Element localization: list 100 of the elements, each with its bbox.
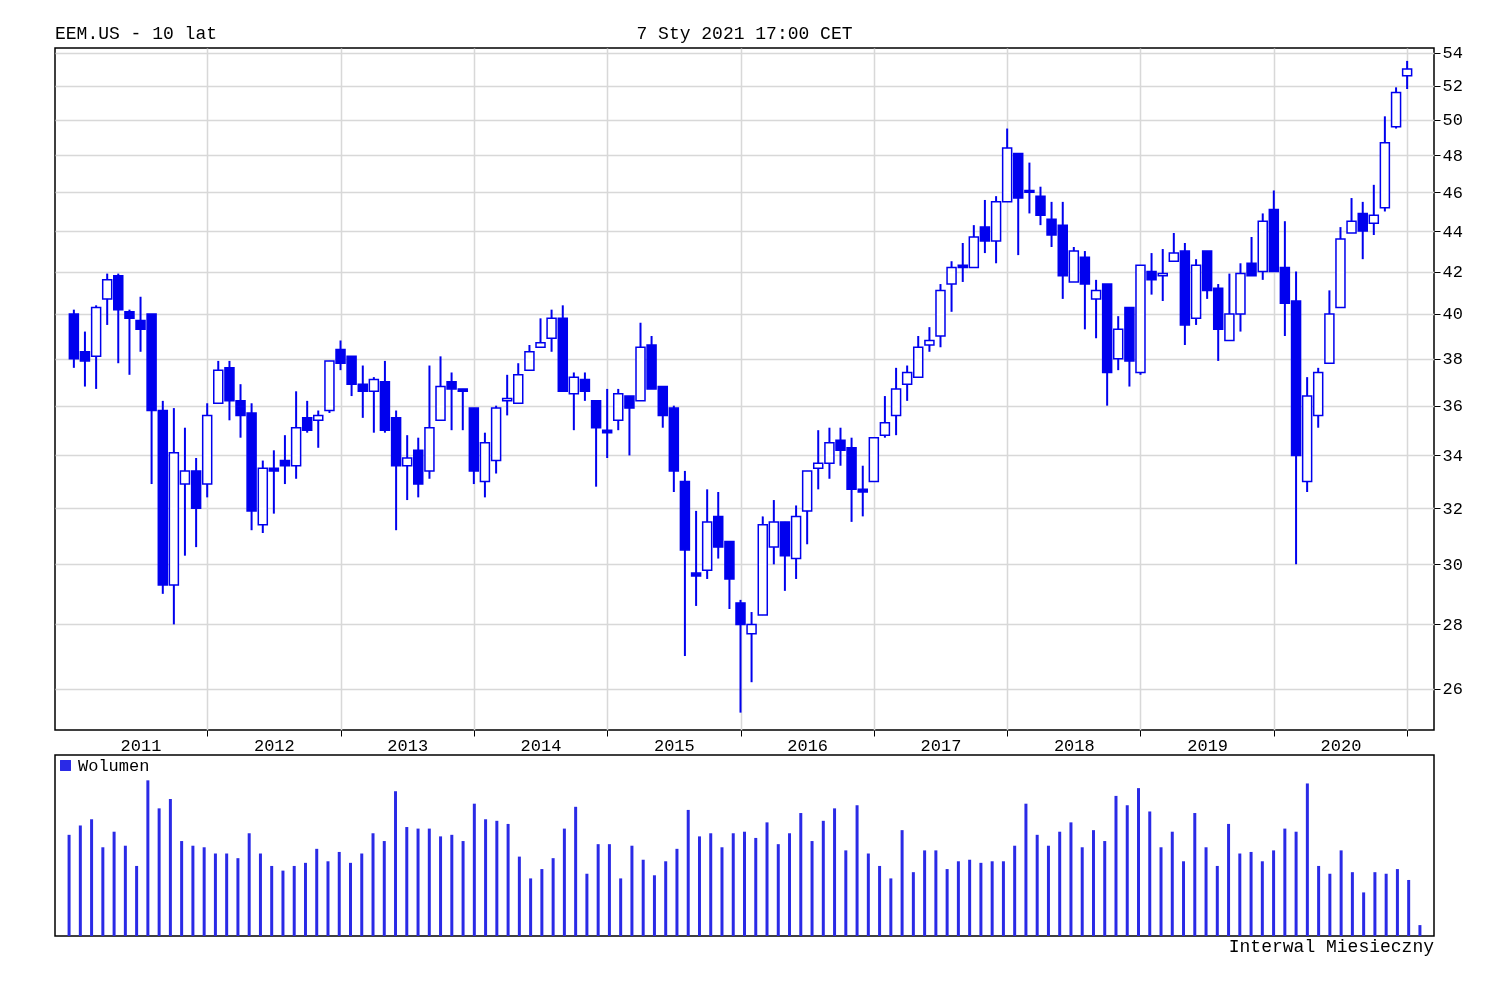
bar (168, 799, 172, 936)
bar (450, 834, 454, 936)
x-tick-label: 2014 (520, 736, 562, 756)
bar (788, 833, 792, 936)
bar (472, 803, 476, 936)
bar (1024, 803, 1028, 936)
bar (743, 831, 746, 936)
candlestick (690, 509, 702, 607)
y-tick-label: 30 (1442, 555, 1463, 575)
candlestick (1401, 59, 1413, 91)
bar (1125, 805, 1129, 936)
bar (349, 862, 352, 936)
x-tick-label: 2018 (1053, 736, 1095, 756)
bar (1182, 861, 1186, 936)
bar (697, 836, 701, 936)
y-tick-label: 48 (1442, 146, 1463, 166)
bar (934, 850, 938, 936)
bar (123, 845, 127, 936)
y-tick-label: 54 (1442, 44, 1463, 64)
bar (1103, 841, 1107, 936)
bar (1013, 845, 1017, 936)
x-tick-label: 2019 (1187, 736, 1229, 756)
bar (146, 780, 150, 936)
bar (326, 861, 330, 936)
bar (360, 853, 364, 936)
bar (945, 869, 949, 936)
bar (1272, 850, 1276, 936)
bar (630, 845, 634, 936)
bar (180, 841, 184, 936)
candlestick (879, 395, 891, 439)
bar (1058, 831, 1062, 936)
bar (1204, 847, 1208, 936)
bar (135, 865, 139, 936)
bar (675, 848, 679, 936)
bar (833, 808, 837, 936)
y-tick-label: 42 (1442, 263, 1463, 283)
bar (731, 833, 735, 936)
bar (1001, 861, 1005, 936)
bar (911, 872, 915, 936)
bar (191, 845, 195, 936)
bar (371, 833, 375, 936)
bar (1328, 873, 1332, 936)
bar (968, 859, 972, 936)
bar (664, 861, 668, 936)
y-tick-label: 32 (1442, 499, 1463, 519)
bar (112, 831, 116, 936)
bar (596, 844, 600, 936)
chart-title: EEM.US - 10 lat (55, 24, 218, 44)
bar (315, 848, 319, 936)
bar (1418, 925, 1422, 936)
bar (799, 813, 803, 936)
bar (720, 847, 724, 936)
bar (202, 847, 206, 936)
bar (1238, 853, 1242, 936)
bar (652, 875, 656, 936)
candlestick (1035, 185, 1046, 227)
candlestick (524, 343, 535, 372)
bar (427, 828, 431, 936)
bar (551, 858, 555, 936)
bar (810, 841, 814, 936)
bar (990, 861, 994, 936)
bar (1350, 872, 1354, 936)
candlestick (535, 317, 546, 349)
candlestick (924, 326, 935, 353)
bar (619, 878, 623, 936)
bar (1407, 879, 1411, 936)
bar (585, 873, 589, 936)
bar (956, 861, 960, 936)
bar (607, 844, 611, 936)
bar (281, 870, 285, 936)
y-tick-label: 46 (1442, 183, 1463, 203)
bar (439, 836, 443, 936)
y-tick-label: 40 (1442, 305, 1463, 325)
bar (641, 859, 645, 936)
bar (529, 878, 533, 936)
bar (844, 850, 848, 936)
bar (101, 847, 105, 936)
bar (1317, 865, 1321, 936)
bar (1294, 831, 1298, 936)
bar (303, 862, 307, 936)
bar (1305, 783, 1309, 936)
x-tick-label: 2016 (787, 736, 829, 756)
bar (225, 853, 229, 936)
bar (1137, 788, 1140, 936)
candlestick (124, 308, 135, 376)
bar (78, 825, 82, 936)
bar (1170, 831, 1174, 936)
bar (258, 853, 262, 936)
bar (461, 841, 465, 936)
x-tick-label: 2012 (253, 736, 295, 756)
bar (270, 865, 274, 936)
bar (889, 878, 893, 936)
bar (1362, 892, 1366, 936)
y-tick-label: 50 (1442, 111, 1463, 131)
bar (495, 820, 499, 936)
bar (1069, 822, 1073, 936)
bar (292, 865, 296, 936)
bar (1249, 851, 1253, 936)
y-tick-label: 44 (1442, 222, 1463, 242)
y-tick-label: 28 (1442, 615, 1463, 635)
